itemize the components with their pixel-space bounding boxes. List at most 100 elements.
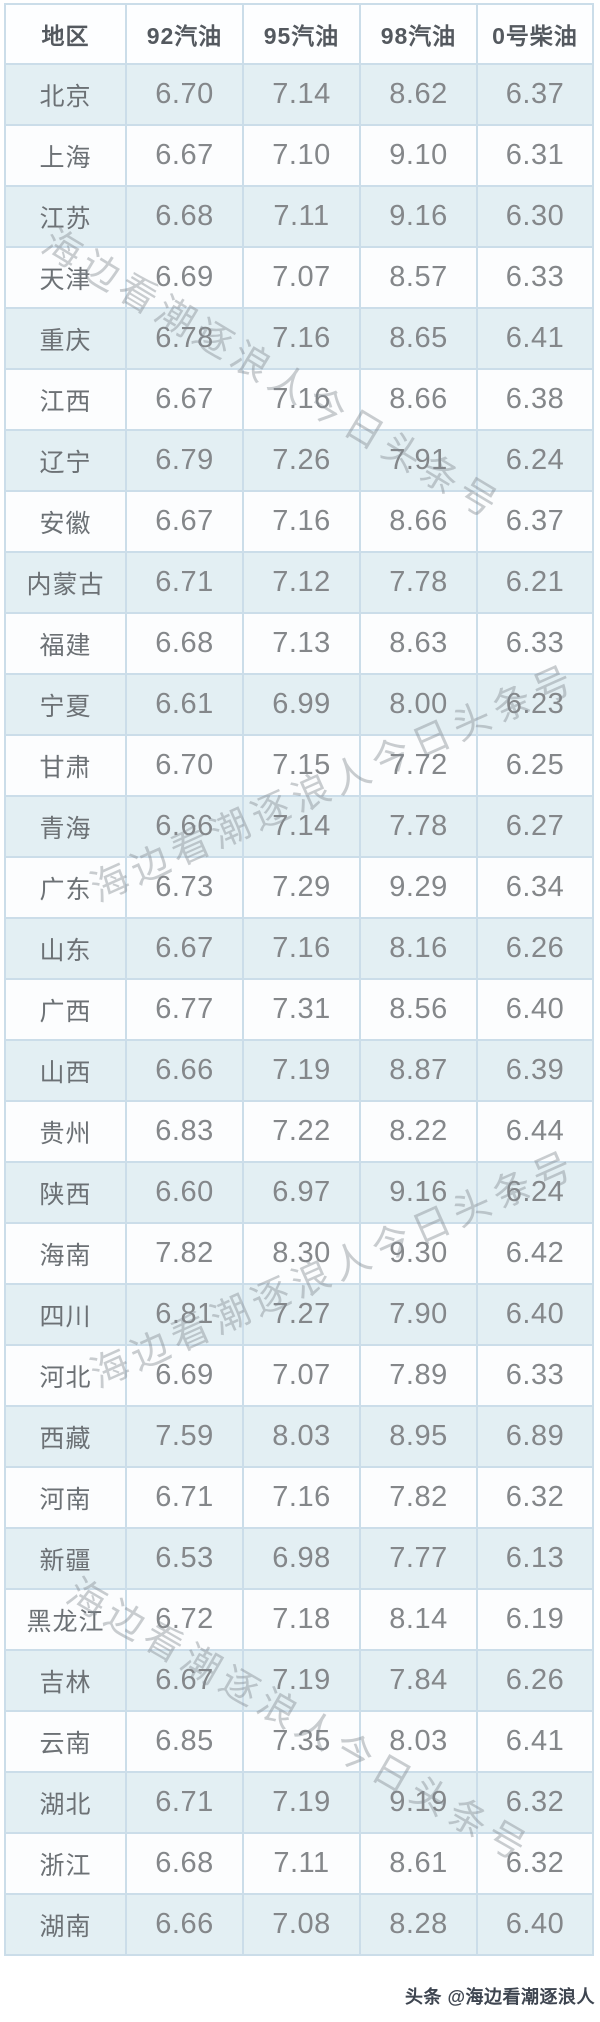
price-cell: 6.70	[125, 734, 244, 797]
price-cell: 6.32	[476, 1466, 594, 1529]
region-cell: 云南	[4, 1710, 127, 1773]
region-cell: 福建	[4, 612, 127, 675]
price-cell: 8.56	[359, 978, 478, 1041]
price-cell: 6.33	[476, 246, 594, 309]
price-cell: 7.15	[242, 734, 361, 797]
region-cell: 山东	[4, 917, 127, 980]
table-row: 黑龙江 6.72 7.18 8.14 6.19	[4, 1588, 594, 1651]
table-row: 陕西 6.60 6.97 9.16 6.24	[4, 1161, 594, 1224]
table-row: 北京 6.70 7.14 8.62 6.37	[4, 63, 594, 126]
price-cell: 6.19	[476, 1588, 594, 1651]
price-cell: 6.67	[125, 490, 244, 553]
price-cell: 7.26	[242, 429, 361, 492]
region-cell: 浙江	[4, 1832, 127, 1895]
price-cell: 6.68	[125, 612, 244, 675]
fuel-price-table: 地区 92汽油 95汽油 98汽油 0号柴油 北京 6.70 7.14 8.62 6.37 上海 6…	[4, 3, 594, 1956]
price-cell: 9.10	[359, 124, 478, 187]
price-cell: 6.26	[476, 917, 594, 980]
table-row: 广东 6.73 7.29 9.29 6.34	[4, 856, 594, 919]
price-cell: 6.37	[476, 490, 594, 553]
price-cell: 9.30	[359, 1222, 478, 1285]
price-cell: 7.78	[359, 795, 478, 858]
price-cell: 6.41	[476, 1710, 594, 1773]
price-cell: 6.67	[125, 368, 244, 431]
price-cell: 7.29	[242, 856, 361, 919]
price-cell: 6.30	[476, 185, 594, 248]
region-cell: 山西	[4, 1039, 127, 1102]
price-cell: 8.57	[359, 246, 478, 309]
price-cell: 7.27	[242, 1283, 361, 1346]
region-cell: 甘肃	[4, 734, 127, 797]
table-row: 辽宁 6.79 7.26 7.91 6.24	[4, 429, 594, 492]
price-cell: 6.32	[476, 1771, 594, 1834]
region-cell: 内蒙古	[4, 551, 127, 614]
region-cell: 河南	[4, 1466, 127, 1529]
price-cell: 7.72	[359, 734, 478, 797]
price-cell: 7.16	[242, 368, 361, 431]
price-cell: 7.08	[242, 1893, 361, 1956]
region-cell: 湖北	[4, 1771, 127, 1834]
table-row: 河北 6.69 7.07 7.89 6.33	[4, 1344, 594, 1407]
region-cell: 宁夏	[4, 673, 127, 736]
price-cell: 7.16	[242, 490, 361, 553]
price-cell: 6.71	[125, 1466, 244, 1529]
price-cell: 6.72	[125, 1588, 244, 1651]
price-cell: 6.66	[125, 1039, 244, 1102]
price-cell: 8.65	[359, 307, 478, 370]
region-cell: 北京	[4, 63, 127, 126]
region-cell: 湖南	[4, 1893, 127, 1956]
price-cell: 6.69	[125, 246, 244, 309]
table-row: 青海 6.66 7.14 7.78 6.27	[4, 795, 594, 858]
table-row: 内蒙古 6.71 7.12 7.78 6.21	[4, 551, 594, 614]
price-cell: 8.30	[242, 1222, 361, 1285]
column-header: 98汽油	[359, 3, 478, 65]
price-cell: 6.77	[125, 978, 244, 1041]
price-cell: 8.22	[359, 1100, 478, 1163]
price-cell: 6.21	[476, 551, 594, 614]
price-cell: 6.34	[476, 856, 594, 919]
price-cell: 8.63	[359, 612, 478, 675]
price-cell: 6.38	[476, 368, 594, 431]
region-cell: 天津	[4, 246, 127, 309]
price-cell: 7.07	[242, 246, 361, 309]
table-row: 海南 7.82 8.30 9.30 6.42	[4, 1222, 594, 1285]
price-cell: 7.77	[359, 1527, 478, 1590]
region-cell: 河北	[4, 1344, 127, 1407]
price-cell: 7.22	[242, 1100, 361, 1163]
price-cell: 6.53	[125, 1527, 244, 1590]
price-cell: 6.60	[125, 1161, 244, 1224]
price-cell: 7.16	[242, 917, 361, 980]
header-row: 地区 92汽油 95汽油 98汽油 0号柴油	[4, 3, 594, 65]
price-cell: 6.99	[242, 673, 361, 736]
price-cell: 6.25	[476, 734, 594, 797]
region-cell: 黑龙江	[4, 1588, 127, 1651]
price-cell: 8.95	[359, 1405, 478, 1468]
table-row: 湖北 6.71 7.19 9.19 6.32	[4, 1771, 594, 1834]
table-row: 吉林 6.67 7.19 7.84 6.26	[4, 1649, 594, 1712]
table-header: 地区 92汽油 95汽油 98汽油 0号柴油	[4, 3, 594, 65]
table-row: 河南 6.71 7.16 7.82 6.32	[4, 1466, 594, 1529]
price-cell: 6.73	[125, 856, 244, 919]
price-cell: 8.00	[359, 673, 478, 736]
price-cell: 6.40	[476, 1283, 594, 1346]
region-cell: 青海	[4, 795, 127, 858]
price-cell: 6.27	[476, 795, 594, 858]
table-row: 湖南 6.66 7.08 8.28 6.40	[4, 1893, 594, 1956]
price-cell: 6.81	[125, 1283, 244, 1346]
price-cell: 7.82	[359, 1466, 478, 1529]
table-row: 浙江 6.68 7.11 8.61 6.32	[4, 1832, 594, 1895]
price-cell: 9.16	[359, 185, 478, 248]
price-cell: 8.66	[359, 368, 478, 431]
price-cell: 6.66	[125, 795, 244, 858]
price-cell: 7.89	[359, 1344, 478, 1407]
price-cell: 8.66	[359, 490, 478, 553]
price-cell: 8.87	[359, 1039, 478, 1102]
region-cell: 贵州	[4, 1100, 127, 1163]
price-cell: 6.67	[125, 124, 244, 187]
table-row: 云南 6.85 7.35 8.03 6.41	[4, 1710, 594, 1773]
region-cell: 重庆	[4, 307, 127, 370]
price-cell: 9.19	[359, 1771, 478, 1834]
region-cell: 广西	[4, 978, 127, 1041]
region-cell: 四川	[4, 1283, 127, 1346]
table-row: 福建 6.68 7.13 8.63 6.33	[4, 612, 594, 675]
